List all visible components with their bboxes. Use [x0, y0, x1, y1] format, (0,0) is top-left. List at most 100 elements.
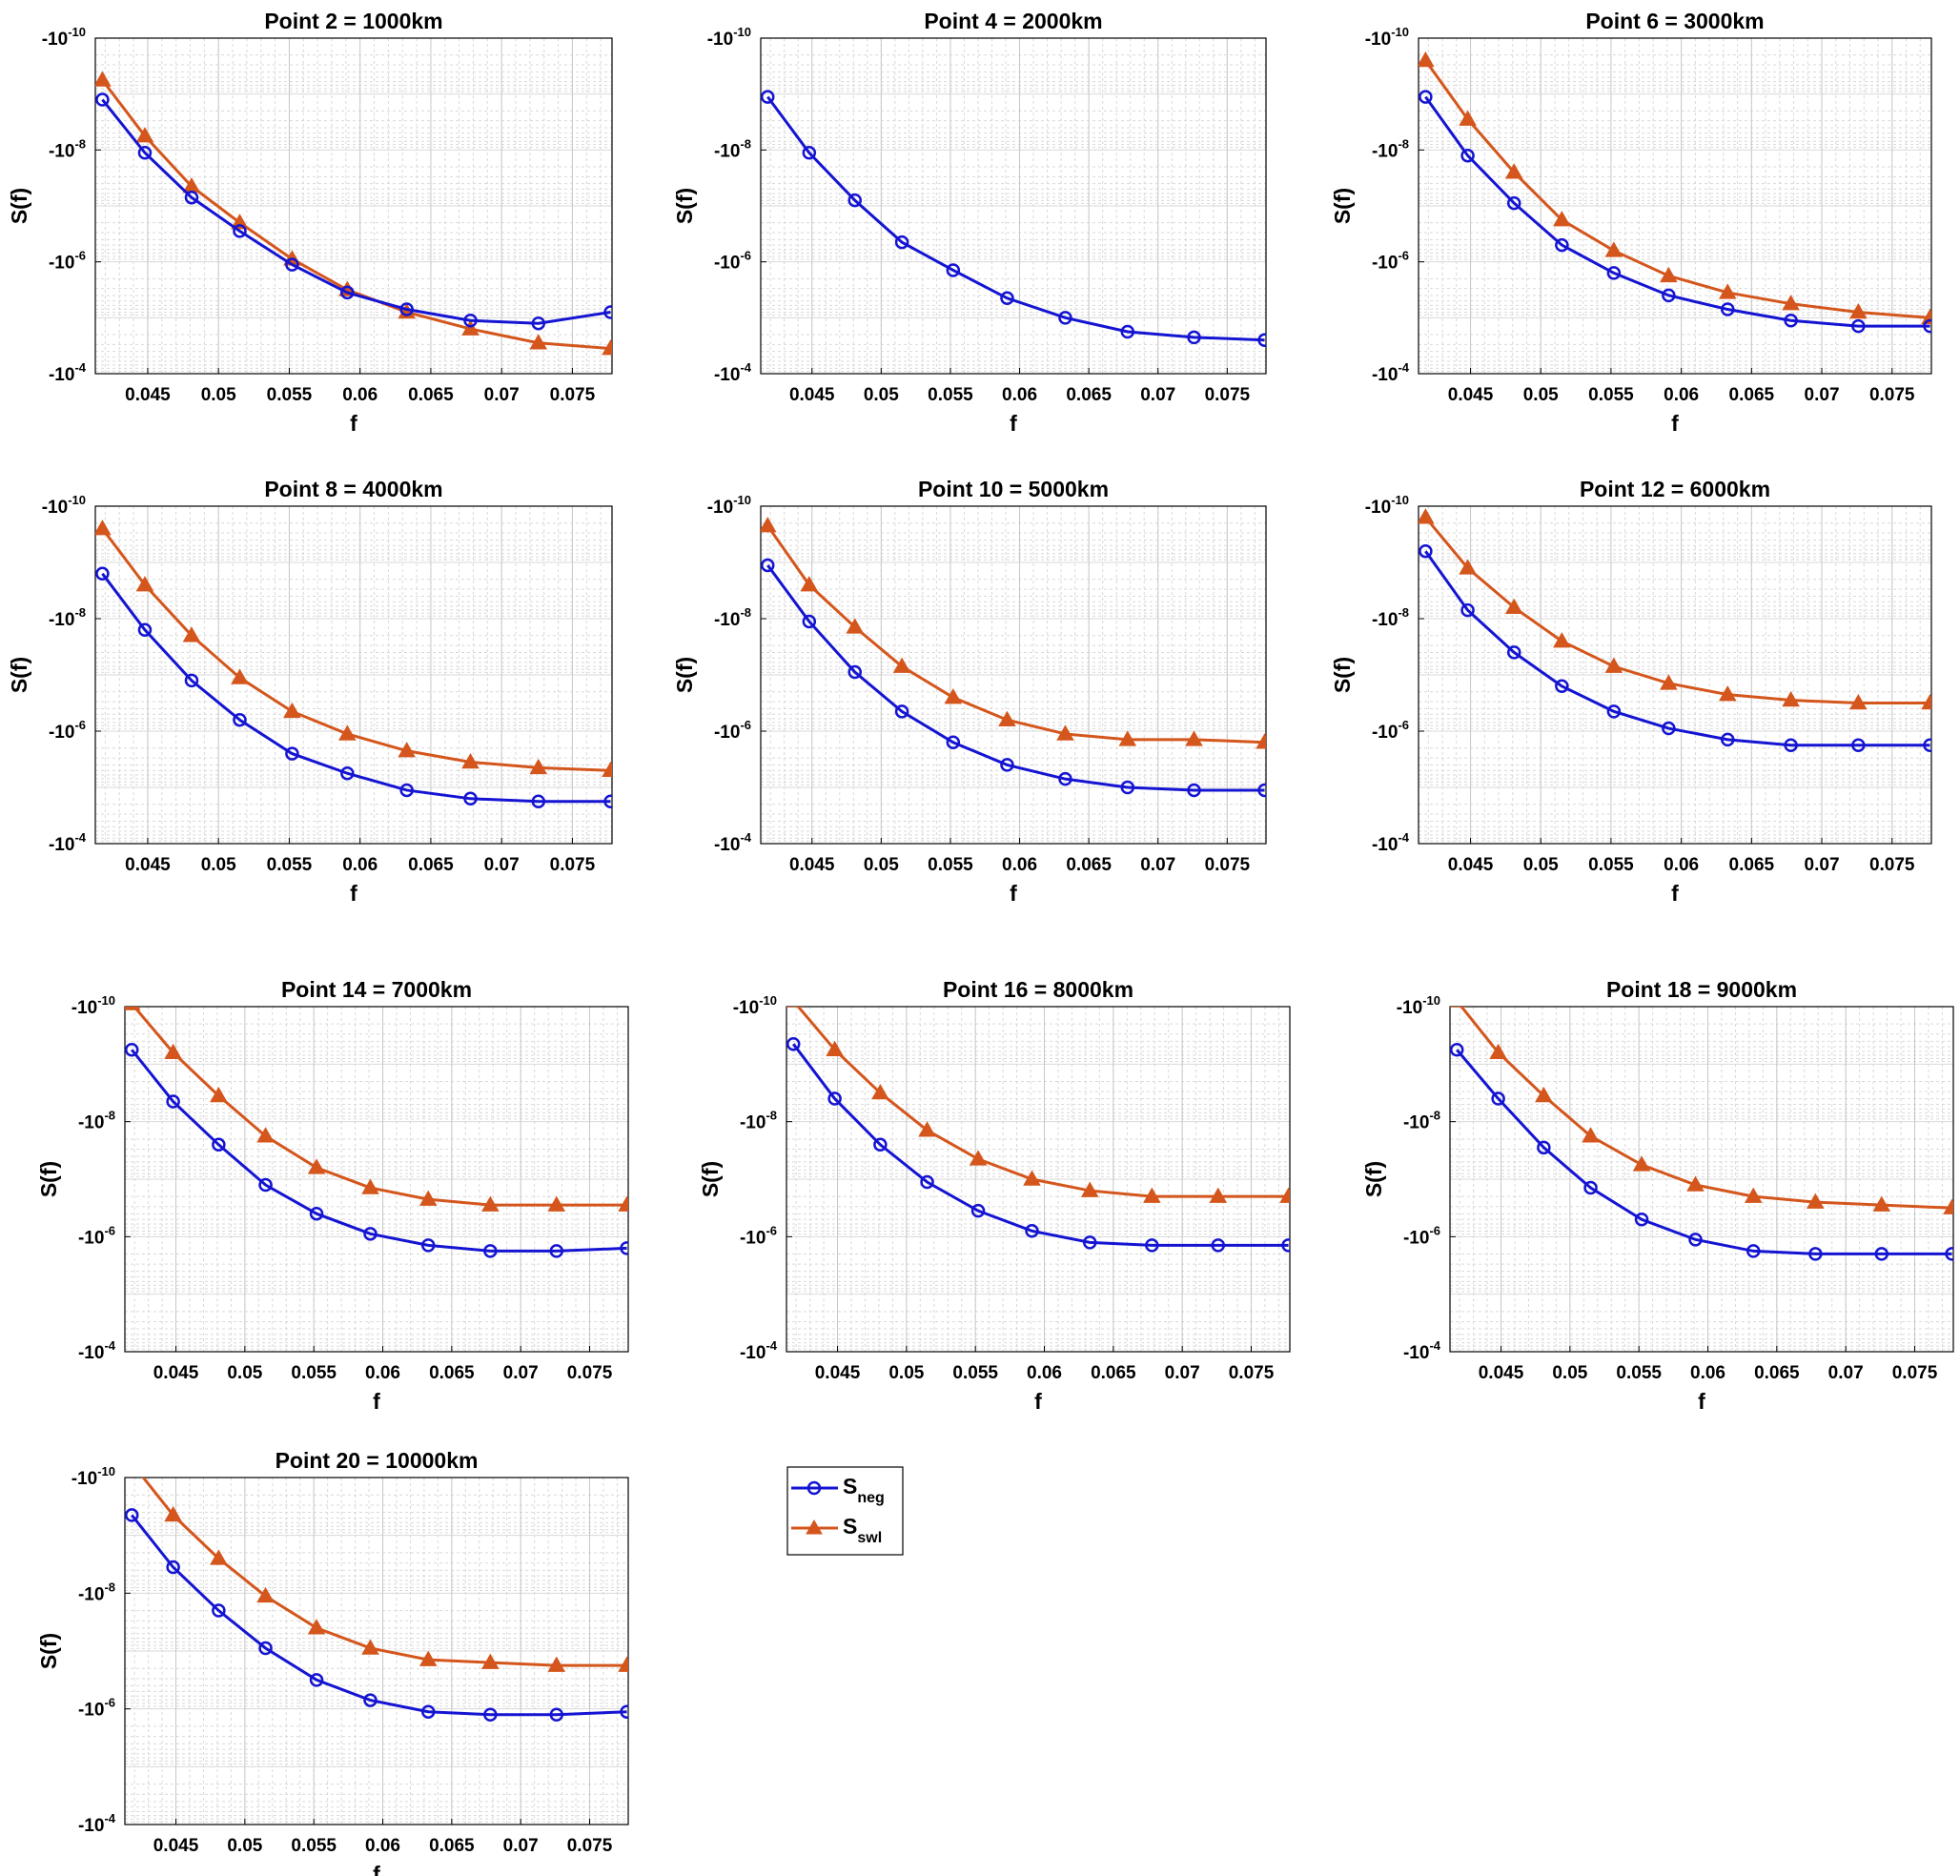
x-tick-label: 0.075: [550, 385, 596, 405]
series-neg-point: [483, 1244, 498, 1258]
grid: [125, 1006, 628, 1352]
series-neg-line: [101, 98, 611, 325]
x-axis-label: f: [1671, 881, 1679, 906]
panel-title: Point 12 = 6000km: [1580, 477, 1770, 501]
series-swl-point: [1080, 1181, 1099, 1197]
x-tick-label: 0.045: [125, 385, 171, 405]
series-neg-point: [970, 1203, 986, 1218]
y-tick-label: -10-10: [42, 25, 86, 50]
x-tick-label: 0.075: [567, 1363, 613, 1383]
series-swl-point: [1718, 283, 1737, 299]
series-neg-point: [802, 146, 817, 160]
series-swl-point: [461, 319, 480, 336]
series-swl-point: [1582, 1127, 1600, 1143]
series-swl-point: [1504, 598, 1523, 614]
series-neg-point: [802, 614, 817, 629]
series-swl-line: [101, 79, 611, 351]
x-tick-label: 0.055: [291, 1836, 337, 1856]
grid: [125, 1477, 628, 1825]
series-neg-point: [1606, 266, 1622, 280]
series-neg-line: [766, 95, 1265, 342]
series-neg-point: [946, 263, 961, 277]
series-group: [761, 90, 1266, 348]
panel-4: 0.045 0.05 0.055 0.06 0.065 0.07 0.075 -10-10 -1…: [7, 477, 613, 906]
series-neg-line: [1456, 1049, 1952, 1255]
y-tick-label: -10-8: [740, 1109, 777, 1133]
x-tick-label: 0.065: [1754, 1363, 1800, 1383]
series-swl-point: [1256, 733, 1266, 749]
panel-title: Point 4 = 2000km: [924, 9, 1102, 33]
series-swl-point: [1419, 508, 1435, 524]
series-neg-point: [1000, 291, 1014, 306]
y-axis-label: S(f): [672, 657, 697, 693]
x-tick-label: 0.07: [484, 855, 520, 875]
panel-3: 0.045 0.05 0.055 0.06 0.065 0.07 0.075 -10-10 -1…: [1330, 9, 1932, 436]
series-neg-point: [184, 190, 199, 205]
x-tick-label: 0.06: [1690, 1363, 1725, 1383]
series-neg-point: [363, 1693, 378, 1707]
x-axis-label: f: [350, 881, 357, 906]
panel-title: Point 8 = 4000km: [264, 477, 442, 501]
legend-label-swl: Sswl: [843, 1514, 882, 1546]
series-neg-point: [1460, 602, 1475, 618]
x-tick-label: 0.055: [1588, 385, 1634, 405]
series-neg-point: [1120, 324, 1135, 339]
series-neg-point: [233, 712, 247, 727]
x-tick-label: 0.055: [1616, 1363, 1662, 1383]
panel-title: Point 14 = 7000km: [281, 977, 472, 1002]
series-neg-point: [1058, 771, 1072, 786]
x-tick-label: 0.07: [1140, 385, 1175, 405]
series-swl-point: [969, 1150, 988, 1166]
x-tick-label: 0.065: [408, 385, 454, 405]
series-swl-point: [1450, 1007, 1466, 1008]
series-neg-point: [1187, 783, 1201, 798]
series-neg-point: [1537, 1140, 1551, 1155]
x-tick-label: 0.045: [153, 1363, 199, 1383]
y-tick-label: -10-4: [78, 1338, 116, 1363]
x-tick-label: 0.045: [153, 1836, 199, 1856]
series-swl-point: [602, 339, 612, 356]
x-tick-label: 0.07: [1805, 385, 1840, 405]
series-neg-point: [1257, 333, 1266, 348]
series-swl-point: [547, 1195, 566, 1212]
x-axis-label: f: [1010, 881, 1017, 906]
y-tick-label: -10-4: [714, 830, 752, 855]
y-tick-label: -10-10: [733, 993, 777, 1018]
x-tick-label: 0.075: [1229, 1363, 1275, 1383]
series-neg-point: [847, 193, 862, 208]
x-tick-label: 0.06: [1002, 855, 1037, 875]
y-tick-label: -10-8: [78, 1109, 115, 1133]
series-neg-point: [894, 704, 909, 719]
x-tick-label: 0.055: [267, 385, 313, 405]
x-axis-label: f: [1034, 1389, 1042, 1414]
y-axis-label: S(f): [36, 1633, 61, 1669]
x-tick-label: 0.06: [342, 385, 378, 405]
y-tick-label: -10-6: [49, 249, 86, 274]
series-neg-point: [1120, 780, 1135, 795]
series-neg-point: [1555, 237, 1569, 253]
y-tick-label: -10-6: [1372, 249, 1409, 274]
series-group: [95, 71, 612, 356]
panel-7: 0.045 0.05 0.055 0.06 0.065 0.07 0.075 -10-10 -1…: [36, 977, 629, 1414]
series-swl-point: [1872, 1195, 1891, 1212]
series-swl-point: [800, 576, 819, 592]
y-tick-label: -10-10: [707, 493, 751, 518]
x-tick-label: 0.07: [1140, 855, 1175, 875]
legend-marker-swl: [806, 1519, 823, 1535]
y-tick-label: -10-10: [71, 1464, 115, 1489]
series-group: [1419, 508, 1931, 752]
axes-box: [1418, 37, 1932, 375]
grid: [1419, 505, 1931, 844]
series-swl-point: [210, 1087, 228, 1103]
series-neg-point: [399, 783, 414, 798]
x-tick-label: 0.07: [484, 385, 520, 405]
x-tick-label: 0.07: [503, 1836, 539, 1856]
series-neg-point: [549, 1244, 564, 1258]
x-tick-label: 0.06: [365, 1363, 400, 1383]
series-neg-point: [1851, 738, 1866, 752]
series-swl-point: [1849, 302, 1868, 319]
x-tick-label: 0.045: [1448, 855, 1494, 875]
series-neg-point: [761, 90, 775, 104]
x-tick-label: 0.05: [1523, 385, 1559, 405]
